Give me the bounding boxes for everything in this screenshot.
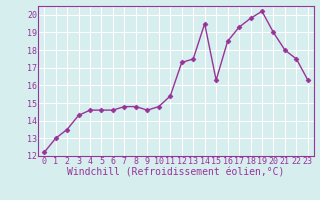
X-axis label: Windchill (Refroidissement éolien,°C): Windchill (Refroidissement éolien,°C) [67,168,285,178]
